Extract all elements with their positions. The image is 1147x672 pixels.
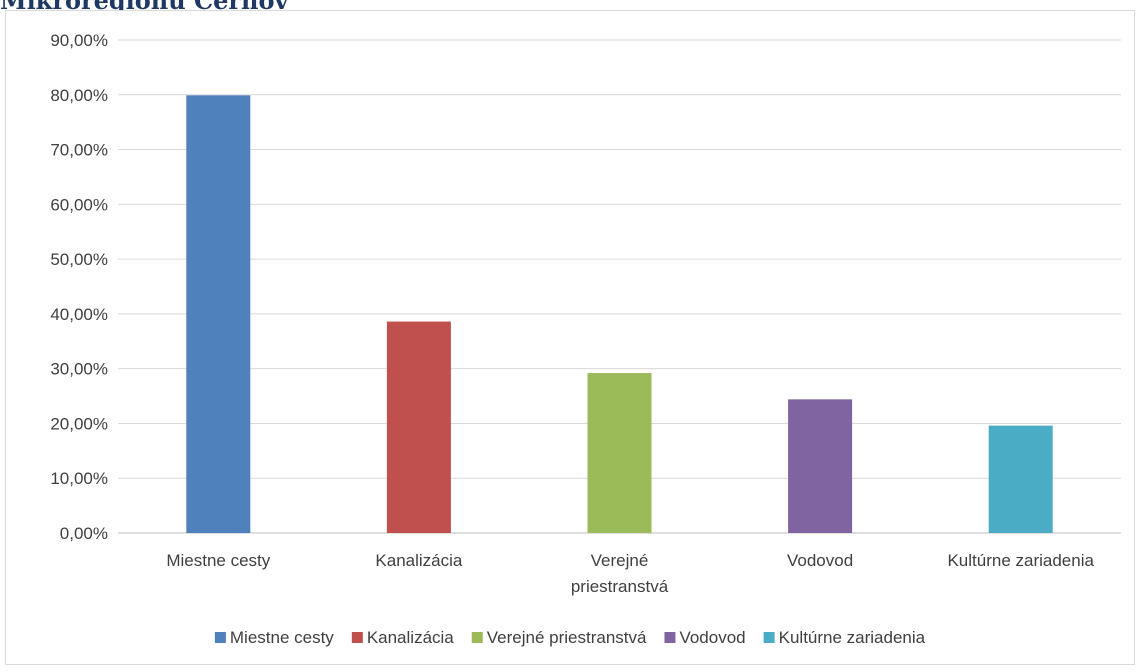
bar [386, 321, 451, 533]
y-tick-label: 50,00% [50, 250, 108, 269]
y-tick-label: 0,00% [60, 524, 108, 543]
bars [186, 95, 1053, 533]
bar [988, 425, 1053, 533]
x-axis-tick-labels: Miestne cesty Kanalizácia Verejné priestran… [166, 551, 1094, 596]
bar [788, 399, 853, 533]
legend-item: Vodovod [664, 628, 746, 647]
legend-item: Verejné priestranstvá [471, 628, 647, 647]
y-tick-label: 20,00% [50, 414, 108, 433]
legend-swatch [471, 632, 483, 643]
y-tick-label: 60,00% [50, 195, 108, 214]
legend-item: Kanalizácia [351, 628, 454, 647]
x-tick-label: Miestne cesty [166, 551, 270, 570]
bar [186, 95, 251, 533]
legend-label: Verejné priestranstvá [487, 628, 647, 647]
y-tick-label: 30,00% [50, 360, 108, 379]
y-tick-label: 10,00% [50, 469, 108, 488]
bar-chart: 0,00% 10,00% 20,00% 30,00% 40,00% 50,00% 60,00… [50, 31, 1121, 647]
legend-label: Miestne cesty [230, 628, 334, 647]
legend-label: Kanalizácia [367, 628, 454, 647]
legend: Miestne cesty Kanalizácia Verejné priestra… [214, 628, 926, 647]
legend-item: Miestne cesty [214, 628, 334, 647]
legend-swatch [664, 632, 676, 643]
chart-container: 0,00% 10,00% 20,00% 30,00% 40,00% 50,00% 60,00… [5, 10, 1135, 665]
y-tick-label: 70,00% [50, 141, 108, 160]
bar [587, 373, 652, 533]
x-tick-label: Verejné [591, 551, 649, 570]
y-tick-label: 90,00% [50, 31, 108, 50]
x-tick-label: Kanalizácia [375, 551, 462, 570]
y-tick-label: 40,00% [50, 305, 108, 324]
x-tick-label: priestranstvá [571, 577, 669, 596]
legend-item: Kultúrne zariadenia [763, 628, 926, 647]
x-tick-label: Kultúrne zariadenia [947, 551, 1094, 570]
legend-swatch [351, 632, 363, 643]
legend-swatch [214, 632, 226, 643]
y-tick-label: 80,00% [50, 86, 108, 105]
y-axis-tick-labels: 0,00% 10,00% 20,00% 30,00% 40,00% 50,00% 60,00… [50, 31, 108, 543]
x-tick-label: Vodovod [787, 551, 853, 570]
legend-label: Kultúrne zariadenia [779, 628, 926, 647]
legend-swatch [763, 632, 775, 643]
legend-label: Vodovod [679, 628, 745, 647]
